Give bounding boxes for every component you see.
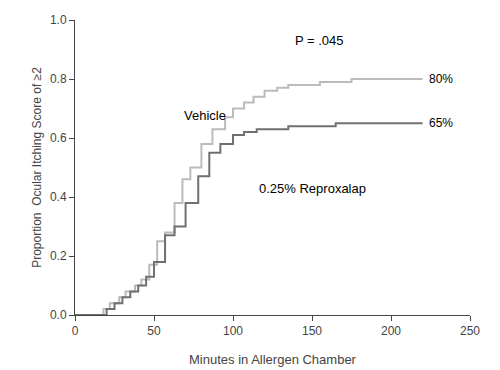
svg-text:0.2: 0.2 [50,249,67,263]
svg-text:150: 150 [302,324,322,338]
svg-text:1.0: 1.0 [50,13,67,27]
svg-text:0.25% Reproxalap: 0.25% Reproxalap [259,181,366,196]
svg-text:0.8: 0.8 [50,72,67,86]
svg-text:80%: 80% [429,72,453,86]
svg-text:50: 50 [147,324,161,338]
svg-text:Proportion Ocular Itching Sco: Proportion Ocular Itching Score of ≥2 [30,67,44,268]
svg-text:Minutes in Allergen Chamber: Minutes in Allergen Chamber [189,352,357,367]
svg-text:0: 0 [72,324,79,338]
svg-text:250: 250 [460,324,480,338]
svg-text:100: 100 [223,324,243,338]
svg-text:0.4: 0.4 [50,190,67,204]
svg-text:65%: 65% [429,116,453,130]
svg-text:200: 200 [381,324,401,338]
svg-text:0.6: 0.6 [50,131,67,145]
svg-text:0.0: 0.0 [50,308,67,322]
svg-text:Vehicle: Vehicle [184,108,226,123]
svg-text:P = .045: P = .045 [295,33,344,48]
